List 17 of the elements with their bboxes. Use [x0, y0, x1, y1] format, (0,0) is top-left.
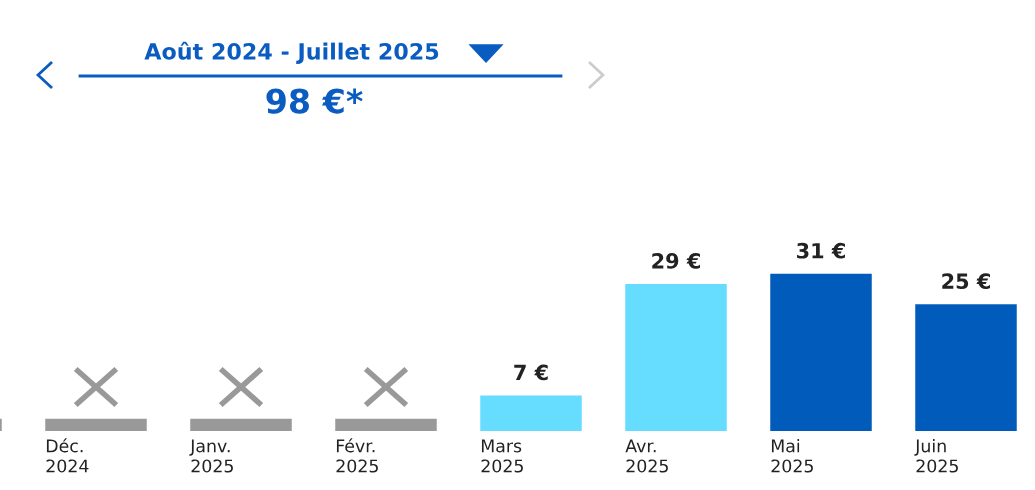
- data-label: 7 €: [514, 364, 548, 381]
- x-tick-label: Avr. 2025: [625, 439, 668, 473]
- chart-subtitle: 98 €*: [266, 88, 363, 114]
- data-label: 25 €: [942, 273, 990, 290]
- x-tick-label: Janv. 2025: [189, 439, 233, 473]
- x-tick-label: Mai 2025: [771, 439, 813, 473]
- x-tick-label: Mars 2025: [481, 439, 523, 473]
- chart-title: Août 2024 - Juillet 2025: [144, 41, 439, 64]
- data-label: 31 €: [797, 242, 845, 259]
- x-tick-label: Févr. 2025: [336, 438, 378, 473]
- bar: [915, 304, 1017, 431]
- bar: [625, 283, 727, 431]
- x-tick-label: Déc. 2024: [46, 438, 89, 473]
- bar: [480, 395, 582, 431]
- bar: [770, 273, 872, 431]
- x-tick-label: Juin 2025: [914, 439, 958, 473]
- data-label: 29 €: [652, 253, 700, 269]
